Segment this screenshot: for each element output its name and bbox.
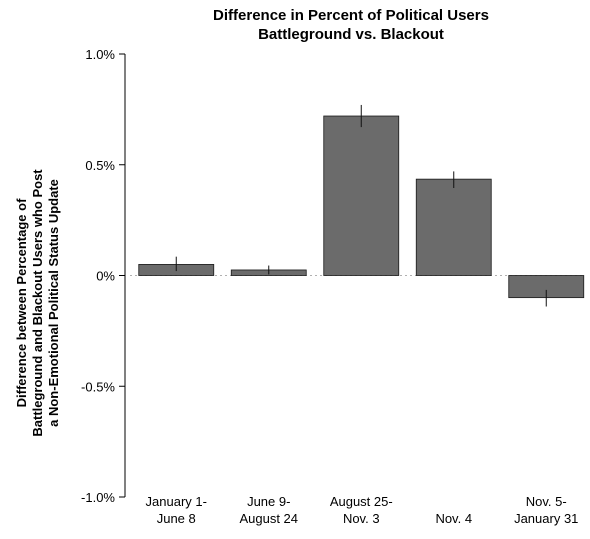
y-tick-label: 1.0% [85, 47, 115, 62]
chart-title-line-2: Battleground vs. Blackout [258, 26, 444, 43]
y-tick-label: -0.5% [81, 379, 115, 394]
y-axis-label-line-1: Difference between Percentage of [14, 198, 29, 407]
category-label: August 25- [330, 494, 393, 509]
category-label: Nov. 5- [526, 494, 567, 509]
category-label: June 8 [157, 511, 196, 526]
x-axis-categories: January 1- June 8 June 9- August 24 August 2… [146, 494, 579, 526]
category-label: Nov. 4 [435, 511, 472, 526]
y-axis-label: Difference between Percentage of Battleg… [14, 169, 61, 437]
category-label: August 24 [239, 511, 298, 526]
y-tick-label: 0% [96, 269, 115, 284]
category-label: June 9- [247, 494, 290, 509]
category-label: Nov. 3 [343, 511, 380, 526]
chart-title: Difference in Percent of Political Users… [213, 7, 489, 43]
category-label: January 1- [146, 494, 207, 509]
error-bars [175, 104, 547, 307]
y-axis-label-line-3: a Non-Emotional Political Status Update [46, 179, 61, 427]
category-label: January 31 [514, 511, 578, 526]
y-tick-label: 0.5% [85, 158, 115, 173]
chart-title-line-1: Difference in Percent of Political Users [213, 7, 489, 24]
bar [415, 178, 492, 276]
y-axis: -1.0% -0.5% 0% 0.5% 1.0% [81, 47, 126, 505]
bar [323, 115, 400, 276]
bars [138, 115, 585, 299]
y-axis-label-line-2: Battleground and Blackout Users who Post [30, 169, 45, 437]
y-tick-label: -1.0% [81, 490, 115, 505]
